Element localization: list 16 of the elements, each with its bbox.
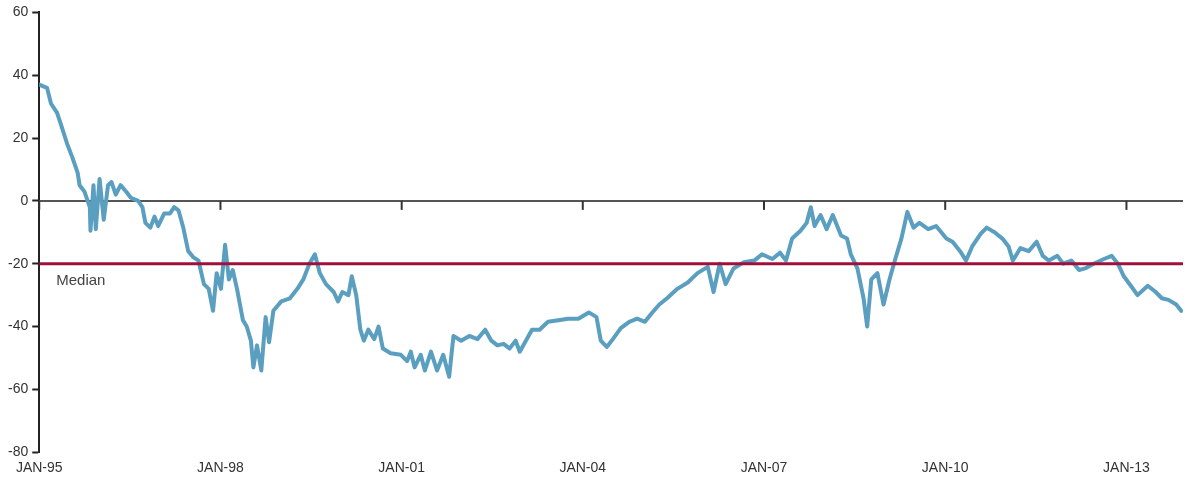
x-tick-label: JAN-04	[559, 459, 607, 476]
y-tick-label: 60	[12, 3, 29, 20]
y-tick-label: 40	[12, 66, 29, 83]
y-tick-label: 0	[20, 191, 29, 208]
y-tick-label: -60	[8, 380, 29, 397]
y-tick-label: 20	[12, 128, 29, 145]
y-tick-label: -40	[8, 317, 29, 334]
x-tick-label: JAN-07	[740, 459, 788, 476]
y-tick-label: -80	[8, 443, 29, 460]
x-tick-label: JAN-01	[378, 459, 426, 476]
y-tick-label: -20	[8, 254, 29, 271]
x-tick-label: JAN-95	[15, 459, 63, 476]
x-tick-label: JAN-10	[921, 459, 969, 476]
x-tick-label: JAN-98	[197, 459, 245, 476]
x-tick-label: JAN-13	[1103, 459, 1150, 476]
ref-line-label: Median	[56, 271, 106, 289]
